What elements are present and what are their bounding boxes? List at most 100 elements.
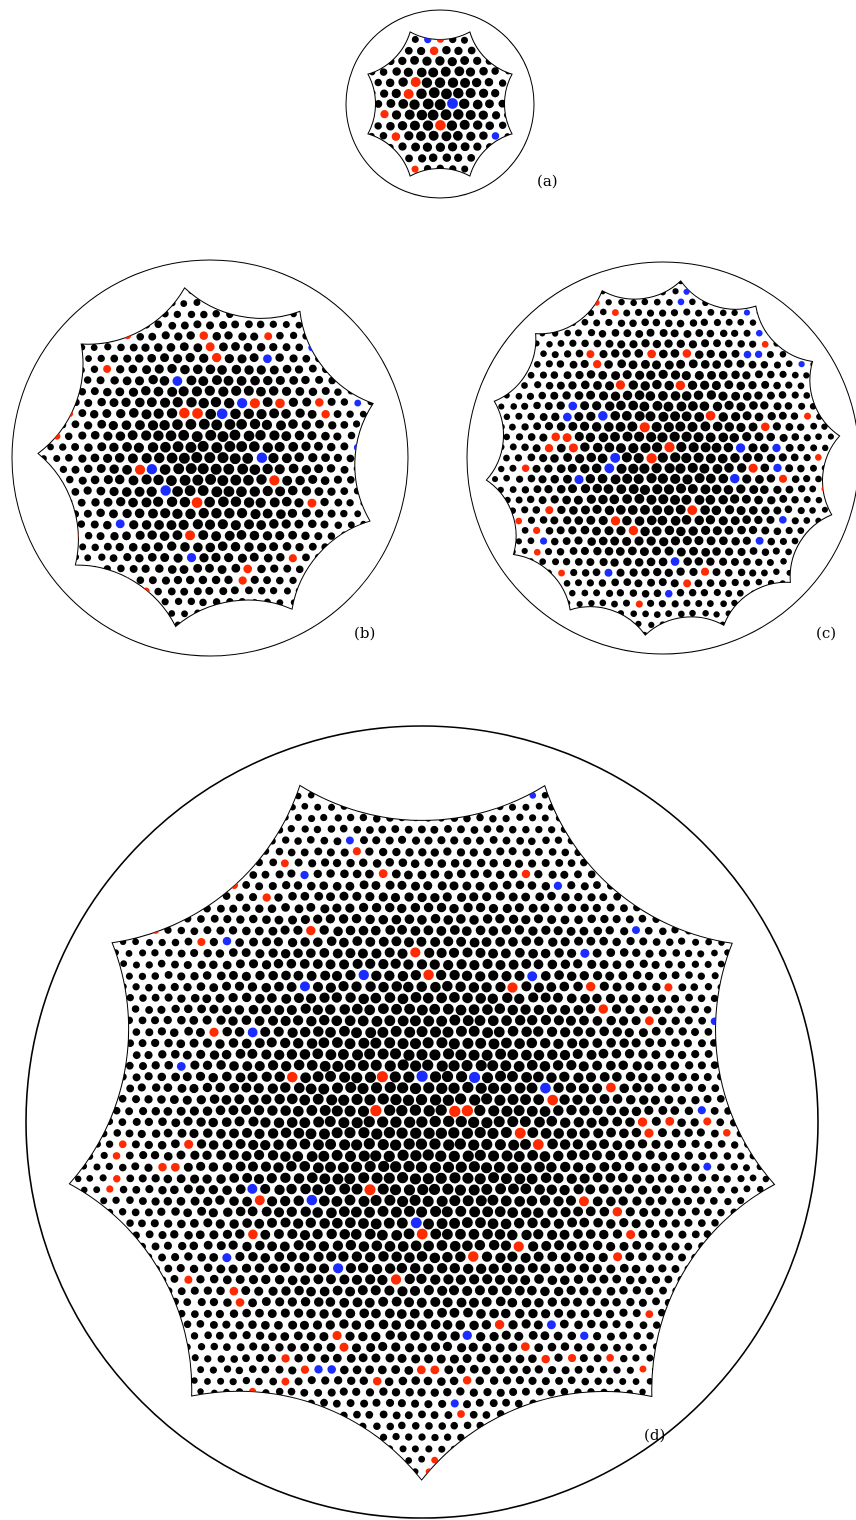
particle-disc [563, 579, 571, 587]
particle-disc [558, 589, 565, 597]
particle-disc [502, 903, 512, 914]
particle-disc [364, 1048, 376, 1060]
particle-disc [580, 1309, 590, 1319]
particle-disc [242, 1308, 251, 1318]
particle-disc [587, 537, 596, 546]
particle-disc [616, 526, 626, 536]
particle-disc [586, 848, 595, 856]
particle-disc [469, 1388, 478, 1397]
particle-disc [158, 1299, 166, 1307]
particle-disc [90, 365, 99, 373]
particle-disc [684, 949, 693, 958]
particle-disc [273, 1207, 285, 1218]
particle-disc [695, 288, 702, 295]
particle-disc [600, 825, 608, 833]
particle-disc [419, 177, 425, 183]
particle-disc [755, 536, 764, 545]
particle-disc [351, 1320, 362, 1330]
particle-disc [211, 552, 221, 563]
particle-disc [436, 947, 447, 959]
particle-disc [482, 1433, 490, 1441]
particle-disc [326, 892, 336, 902]
particle-disc [456, 1343, 467, 1353]
particle-disc [810, 422, 818, 430]
particle-disc [46, 377, 53, 384]
particle-disc [628, 443, 639, 454]
particle-disc [514, 1038, 525, 1049]
particle-disc [459, 98, 470, 110]
particle-disc [180, 364, 190, 375]
particle-disc [625, 982, 635, 991]
particle-disc [533, 982, 544, 993]
particle-disc [117, 343, 125, 352]
particle-disc [276, 331, 284, 340]
particle-disc [345, 903, 355, 913]
particle-disc [340, 1478, 347, 1480]
particle-disc [416, 46, 426, 56]
particle-disc [442, 1026, 454, 1038]
particle-disc [411, 165, 419, 173]
particle-disc [725, 318, 733, 326]
particle-disc [517, 68, 523, 74]
particle-disc [59, 376, 66, 383]
particle-disc [753, 452, 763, 462]
particle-disc [534, 848, 543, 856]
particle-disc [69, 1051, 75, 1058]
particle-disc [617, 340, 626, 349]
particle-disc [514, 1015, 526, 1026]
particle-disc [248, 1320, 257, 1329]
particle-disc [255, 993, 265, 1004]
particle-disc [80, 1073, 87, 1081]
particle-disc [560, 1342, 570, 1351]
particle-disc [619, 1128, 629, 1139]
particle-disc [263, 375, 273, 386]
particle-disc [328, 421, 337, 430]
particle-disc [573, 1274, 584, 1284]
particle-disc [443, 936, 454, 947]
particle-disc [520, 1094, 531, 1105]
particle-disc [561, 1411, 569, 1419]
particle-disc [455, 1228, 466, 1240]
particle-disc [489, 881, 498, 891]
particle-disc [579, 1128, 590, 1139]
particle-disc [405, 1433, 413, 1441]
particle-disc [230, 541, 241, 552]
particle-disc [783, 1187, 789, 1193]
particle-disc [502, 792, 510, 800]
particle-disc [646, 599, 655, 607]
particle-disc [325, 1297, 336, 1307]
particle-disc [834, 444, 840, 451]
particle-disc [268, 948, 278, 958]
particle-disc [444, 1455, 451, 1463]
particle-disc [606, 1037, 616, 1048]
particle-disc [38, 398, 41, 405]
particle-disc [532, 464, 541, 473]
particle-disc [417, 1343, 427, 1353]
particle-disc [112, 1241, 120, 1249]
particle-disc [579, 970, 590, 981]
particle-disc [454, 1138, 466, 1150]
particle-disc [625, 1005, 635, 1015]
particle-disc [65, 475, 74, 484]
particle-disc [449, 992, 460, 1003]
particle-disc [351, 1027, 362, 1039]
particle-disc [533, 319, 540, 326]
particle-disc [224, 1434, 231, 1441]
particle-disc [534, 869, 543, 879]
particle-disc [288, 419, 298, 429]
particle-disc [638, 1162, 648, 1173]
particle-disc [658, 1378, 666, 1385]
particle-disc [469, 959, 480, 971]
particle-disc [786, 340, 793, 347]
particle-disc [309, 588, 316, 595]
particle-disc [93, 1163, 101, 1171]
particle-disc [581, 1399, 589, 1407]
particle-disc [700, 484, 711, 495]
particle-disc [371, 880, 381, 890]
particle-disc [396, 1309, 407, 1319]
particle-disc [507, 1207, 519, 1218]
particle-disc [744, 1095, 752, 1103]
particle-disc [828, 412, 835, 419]
particle-disc [211, 531, 222, 542]
particle-disc [629, 280, 636, 285]
